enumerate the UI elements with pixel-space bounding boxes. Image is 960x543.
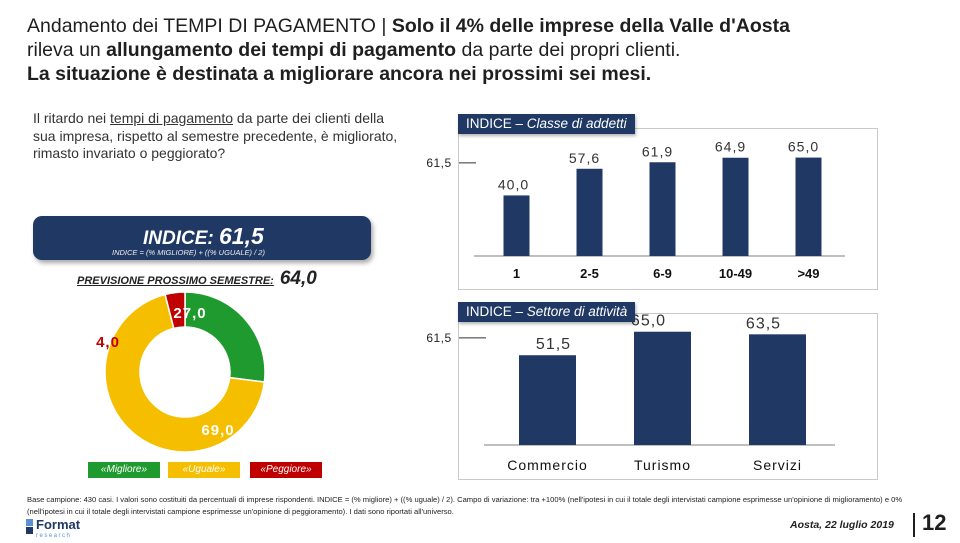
bar-5 bbox=[795, 157, 822, 256]
bar-category-label-5: >49 bbox=[797, 266, 819, 281]
page-title: Andamento dei TEMPI DI PAGAMENTO | Solo … bbox=[27, 14, 937, 86]
donut-slice-1 bbox=[184, 291, 266, 383]
bar-4 bbox=[722, 157, 749, 256]
chart-header-classe: INDICE – Classe di addetti bbox=[458, 114, 635, 134]
legend-peggiore: «Peggiore» bbox=[250, 462, 322, 478]
donut-chart: 27,0 69,0 4,0 bbox=[96, 291, 266, 453]
donut-label-peggiore: 4,0 bbox=[96, 334, 120, 351]
bar-3 bbox=[749, 334, 806, 445]
bar-value-label-3: 63,5 bbox=[746, 315, 781, 332]
chart2-title-pre: INDICE – bbox=[466, 304, 527, 319]
index-formula: INDICE = (% MIGLIORE) + ((% UGUALE) / 2) bbox=[112, 248, 265, 257]
footer-divider bbox=[913, 513, 915, 537]
donut-label-migliore: 27,0 bbox=[173, 305, 206, 322]
bar-2 bbox=[576, 168, 603, 256]
bar-category-label-1: 1 bbox=[513, 266, 520, 281]
bar-value-label-2: 65,0 bbox=[631, 313, 666, 330]
chart2-title-italic: Settore di attività bbox=[526, 304, 628, 319]
title-line1-pre: Andamento dei TEMPI DI PAGAMENTO | bbox=[27, 15, 392, 37]
bar-category-label-1: Commercio bbox=[507, 457, 588, 473]
bar-category-label-2: Turismo bbox=[634, 457, 691, 473]
bar-category-label-3: 6-9 bbox=[653, 266, 672, 281]
forecast: PREVISIONE PROSSIMO SEMESTRE: 64,0 bbox=[77, 268, 317, 290]
bar-3 bbox=[649, 162, 676, 256]
footer-date: Aosta, 22 luglio 2019 bbox=[790, 519, 894, 531]
title-line2-pre: rileva un bbox=[27, 39, 107, 61]
bar-value-label-2: 57,6 bbox=[569, 150, 600, 166]
legend-migliore: «Migliore» bbox=[88, 462, 160, 478]
reference-label: 61,5 bbox=[426, 331, 451, 345]
bar-value-label-3: 61,9 bbox=[642, 143, 673, 159]
index-banner: INDICE: 61,5 bbox=[33, 216, 371, 260]
donut-label-uguale: 69,0 bbox=[201, 422, 234, 439]
title-line3: La situazione è destinata a migliorare a… bbox=[27, 63, 652, 85]
bar-chart-classe-addetti: 61,5 40,0 1 57,6 2-5 61,9 6-9 64,9 10-49 65,0 >49 bbox=[426, 139, 845, 281]
question-underlined: tempi di pagamento bbox=[110, 110, 234, 126]
chart1-title-italic: Classe di addetti bbox=[526, 116, 627, 131]
logo-sub: research bbox=[36, 533, 71, 538]
forecast-label: PREVISIONE PROSSIMO SEMESTRE: bbox=[77, 275, 274, 287]
index-label: INDICE: bbox=[143, 228, 219, 249]
title-line1-bold: Solo il 4% delle imprese della Valle d'A… bbox=[391, 15, 790, 37]
footnote: Base campione: 430 casi. I valori sono c… bbox=[27, 495, 903, 516]
bar-category-label-3: Servizi bbox=[753, 457, 802, 473]
donut-slice-2 bbox=[104, 293, 266, 453]
bar-chart-settore-attivita: 61,5 51,5 Commercio 65,0 Turismo 63,5 Servizi bbox=[426, 313, 835, 473]
bar-value-label-5: 65,0 bbox=[788, 139, 819, 155]
chart-header-settore: INDICE – Settore di attività bbox=[458, 302, 636, 322]
logo-name: Format bbox=[36, 517, 81, 532]
question-post: da parte dei clienti della sua impresa, … bbox=[33, 110, 398, 161]
forecast-value: 64,0 bbox=[279, 268, 317, 289]
legend-uguale: «Uguale» bbox=[168, 462, 240, 478]
survey-question: Il ritardo nei tempi di pagamento da par… bbox=[33, 110, 403, 163]
bar-category-label-4: 10-49 bbox=[719, 266, 752, 281]
question-pre: Il ritardo nei bbox=[33, 110, 111, 126]
format-research-logo: Format research bbox=[26, 514, 96, 539]
chart1-title-pre: INDICE – bbox=[466, 116, 527, 131]
page-number: 12 bbox=[922, 510, 947, 535]
donut-slice-3 bbox=[164, 291, 186, 330]
bar-category-label-2: 2-5 bbox=[580, 266, 599, 281]
bar-1 bbox=[519, 355, 576, 445]
bar-value-label-1: 40,0 bbox=[498, 176, 529, 192]
reference-label: 61,5 bbox=[426, 156, 451, 170]
title-line2-bold: allungamento dei tempi di pagamento bbox=[106, 39, 457, 61]
bar-value-label-1: 51,5 bbox=[536, 336, 571, 353]
title-line2-post: da parte dei propri clienti. bbox=[456, 39, 681, 61]
bar-value-label-4: 64,9 bbox=[715, 139, 746, 155]
bar-2 bbox=[634, 331, 691, 445]
index-value: 61,5 bbox=[219, 223, 264, 249]
bar-1 bbox=[503, 195, 530, 256]
